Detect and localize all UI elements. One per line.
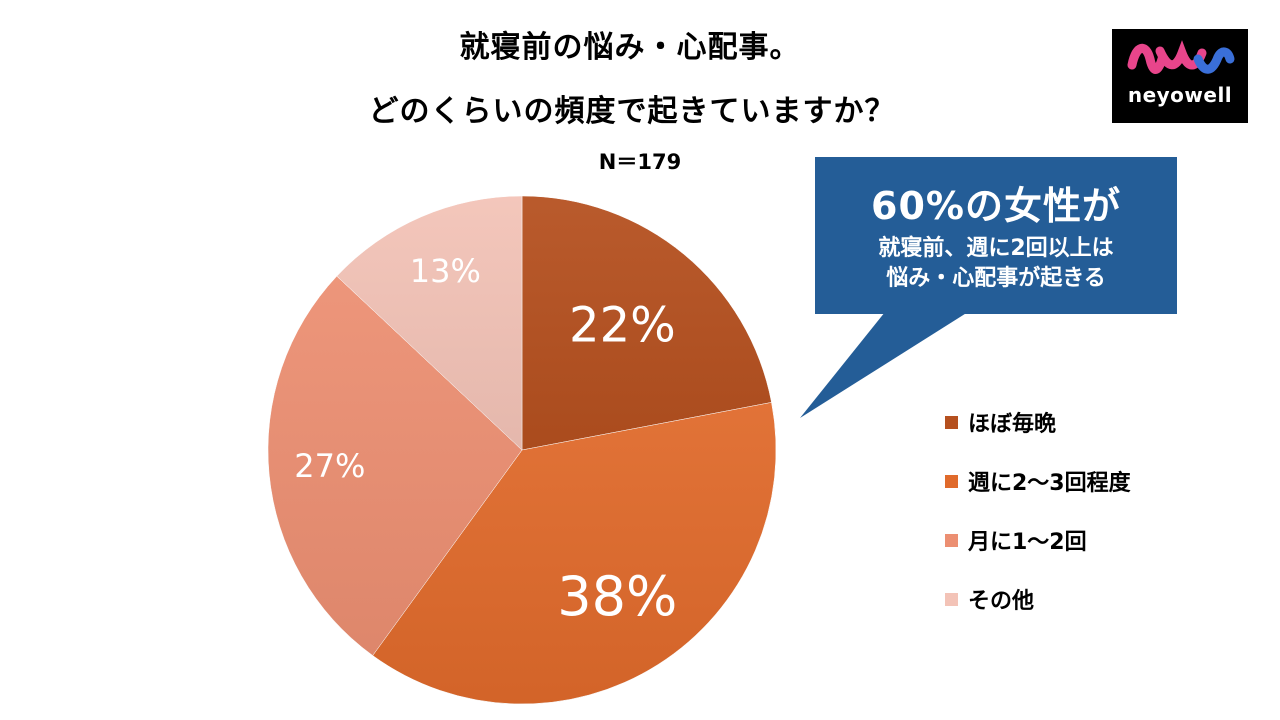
legend-swatch-0 xyxy=(945,415,958,429)
pie-label-3: 13% xyxy=(410,252,481,290)
logo-text: neyowell xyxy=(1127,83,1233,107)
legend-label-2: 月に1〜2回 xyxy=(968,530,1087,555)
neyowell-logo: neyowell xyxy=(1112,29,1248,123)
legend-label-3: その他 xyxy=(968,589,1035,614)
callout-headline: 60%の女性が xyxy=(871,184,1121,228)
legend-label-0: ほぼ毎晩 xyxy=(968,412,1057,437)
legend-swatch-3 xyxy=(945,592,958,606)
pie-slice-shade-2 xyxy=(267,276,522,656)
legend-item-0: ほぼ毎晩 xyxy=(945,392,1131,452)
legend-swatch-1 xyxy=(945,474,958,488)
legend-label-1: 週に2〜3回程度 xyxy=(968,471,1131,496)
callout-line2: 悩み・心配事が起きる xyxy=(886,266,1106,291)
legend-swatch-2 xyxy=(945,533,958,547)
callout-line1: 就寝前、週に2回以上は xyxy=(878,236,1114,261)
legend: ほぼ毎晩 週に2〜3回程度 月に1〜2回 その他 xyxy=(945,392,1131,628)
pie-slice-shade-3 xyxy=(336,196,522,450)
callout-box: 60%の女性が 就寝前、週に2回以上は 悩み・心配事が起きる xyxy=(815,157,1177,314)
chart-title-line1: 就寝前の悩み・心配事。 xyxy=(459,30,801,65)
pie-slice-shade-0 xyxy=(522,196,772,450)
legend-item-2: 月に1〜2回 xyxy=(945,510,1131,570)
chart-title-line2: どのくらいの頻度で起きていますか？ xyxy=(368,94,896,129)
sample-size-label: N＝179 xyxy=(598,150,682,174)
pie-label-2: 27% xyxy=(294,447,365,485)
pie-label-0: 22% xyxy=(569,298,676,354)
logo-mark-icon xyxy=(1127,40,1235,74)
legend-item-1: 週に2〜3回程度 xyxy=(945,451,1131,511)
pie-slice-shade-1 xyxy=(372,402,776,704)
pie-label-1: 38% xyxy=(557,565,677,628)
legend-item-3: その他 xyxy=(945,569,1131,629)
